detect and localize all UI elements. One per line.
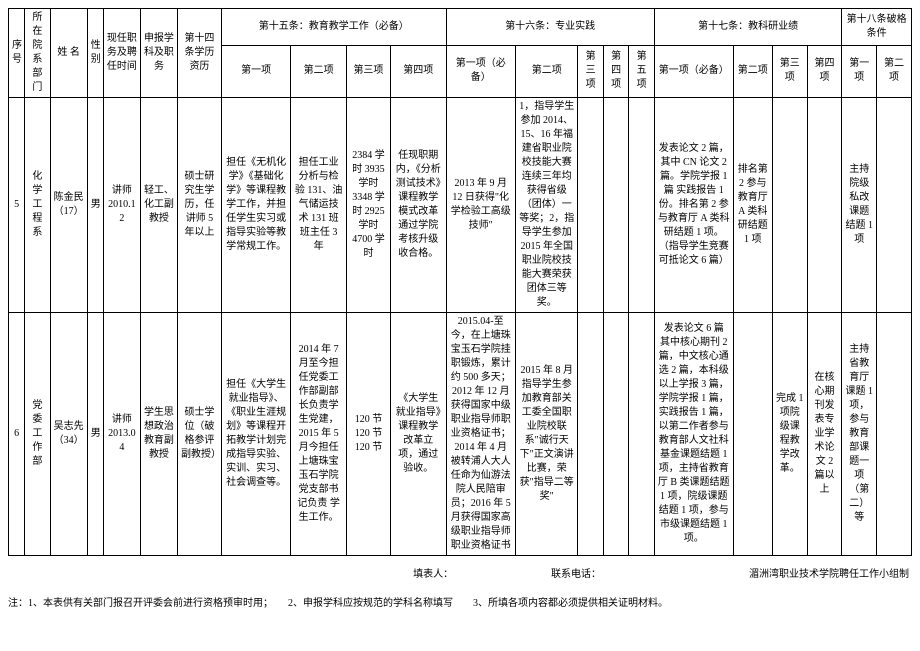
h-15-3: 第三项 [346,45,390,97]
table-cell: 发表论文 2 篇，其中 CN 论文 2 篇。学院学报 1 篇 实践报告 1 份。… [654,98,733,313]
table-cell: 党委工作部 [25,313,50,556]
table-cell: 讲师 2013.04 [103,313,140,556]
table-cell: 2013 年 9 月 12 日获得"化学检验工高级技师" [446,98,515,313]
table-row: 5化学工程系陈金民（17）男讲师 2010.12轻工、化工副教授硕士研究生学历，… [9,98,912,313]
table-cell: 硕士研究生学历，任讲师 5 年以上 [177,98,221,313]
footer-org: 湄洲湾职业技术学院聘任工作小组制 [712,560,912,584]
table-cell: 主持省教育厅课题 1 项，参与教育部课题一项（第二）等 [842,313,877,556]
table-cell: 男 [87,313,103,556]
table-cell: 在核心期刊发表专业学术论文 2 篇以上 [807,313,842,556]
table-cell [603,98,628,313]
h-16-4: 第四项 [603,45,628,97]
h-16-5: 第五项 [629,45,655,97]
h-17-1: 第一项（必备） [654,45,733,97]
h-17-3: 第三项 [772,45,807,97]
h-16-1: 第一项（必备） [446,45,515,97]
table-body: 5化学工程系陈金民（17）男讲师 2010.12轻工、化工副教授硕士研究生学历，… [9,98,912,556]
table-cell: 1，指导学生参加 2014、15、16 年福建省职业院校技能大赛连续三年均获得省… [515,98,578,313]
table-cell [772,98,807,313]
table-cell: 2384 学时 3935 学时 3348 学时 2925 学时 4700 学时 [346,98,390,313]
h-15-4: 第四项 [390,45,446,97]
table-cell: 担任工业分析与检验 131、油气储运技术 131 班班主任 3 年 [291,98,347,313]
h-18-2: 第二项 [877,45,912,97]
table-cell: 男 [87,98,103,313]
table-cell [877,98,912,313]
h-seq: 序号 [9,9,25,98]
table-cell [733,313,772,556]
h-art16: 第十六条：专业实践 [446,9,654,46]
footer-filler: 填表人： [410,560,548,584]
footer-row: 填表人： 联系电话： 湄洲湾职业技术学院聘任工作小组制 [8,560,912,584]
h-dept: 所在院系部门 [25,9,50,98]
h-apply: 申报学科及职务 [140,9,177,98]
evaluation-table: 序号 所在院系部门 姓 名 性别 现任职务及聘任时间 申报学科及职务 第十四条学… [8,8,912,556]
table-cell: 主持院级私改课题结题 1 项 [842,98,877,313]
table-cell: 担任《无机化学》《基础化学》等课程教学工作，并担任学生实习或指导实验等教学常规工… [221,98,290,313]
table-cell: 排名第 2 参与教育厅 A 类科研结题 1 项 [733,98,772,313]
h-15-2: 第二项 [291,45,347,97]
footer-phone: 联系电话： [548,560,712,584]
table-cell: 担任《大学生就业指导》、《职业生涯规划》等课程开拓教学计划完成指导实验、实训、实… [221,313,290,556]
header-row-1: 序号 所在院系部门 姓 名 性别 现任职务及聘任时间 申报学科及职务 第十四条学… [9,9,912,46]
table-cell: 学生思想政治教育副教授 [140,313,177,556]
table-cell [603,313,628,556]
table-cell: 5 [9,98,25,313]
table-cell: 6 [9,313,25,556]
table-cell: 轻工、化工副教授 [140,98,177,313]
table-cell: 陈金民（17） [50,98,87,313]
table-cell: 2015.04-至今，在上塘珠宝玉石学院挂职锻炼，累计约 500 多天；2012… [446,313,515,556]
h-name: 姓 名 [50,9,87,98]
table-cell: 化学工程系 [25,98,50,313]
table-cell [807,98,842,313]
h-art17: 第十七条：教科研业绩 [654,9,841,46]
table-cell: 发表论文 6 篇 其中核心期刊 2 篇，中文核心通选 2 篇，本科级以上学报 3… [654,313,733,556]
table-cell: 《大学生就业指导》课程教学改革立项，通过验收。 [390,313,446,556]
h-15-1: 第一项 [221,45,290,97]
table-cell [578,98,603,313]
table-cell: 硕士学位（破格参评副教授） [177,313,221,556]
table-cell [877,313,912,556]
footnote: 注：1、本表供有关部门报召开评委会前进行资格预审时用； 2、申报学科应按规范的学… [8,584,912,609]
h-art14: 第十四条学历资历 [177,9,221,98]
table-cell [629,98,655,313]
h-art18: 第十八条破格条件 [842,9,912,46]
table-cell: 完成 1 项院级课程教学改革。 [772,313,807,556]
h-art15: 第十五条：教育教学工作（必备） [221,9,446,46]
table-cell [629,313,655,556]
table-cell [578,313,603,556]
table-cell: 讲师 2010.12 [103,98,140,313]
table-cell: 2015 年 8 月指导学生参加教育部关工委全国职业院校联系"诚行天下"正文演讲… [515,313,578,556]
table-cell: 任现职期内，《分析测试技术》课程教学模式改革通过学院考核升级收合格。 [390,98,446,313]
table-cell: 吴志先（34） [50,313,87,556]
table-cell: 120 节 120 节 120 节 [346,313,390,556]
h-17-4: 第四项 [807,45,842,97]
table-cell: 2014 年 7 月至今担任党委工作部副部长负责学生党建，2015 年 5 月今… [291,313,347,556]
h-16-2: 第二项 [515,45,578,97]
h-gender: 性别 [87,9,103,98]
h-currpos: 现任职务及聘任时间 [103,9,140,98]
h-16-3: 第三项 [578,45,603,97]
table-row: 6党委工作部吴志先（34）男讲师 2013.04学生思想政治教育副教授硕士学位（… [9,313,912,556]
h-18-1: 第一项 [842,45,877,97]
h-17-2: 第二项 [733,45,772,97]
